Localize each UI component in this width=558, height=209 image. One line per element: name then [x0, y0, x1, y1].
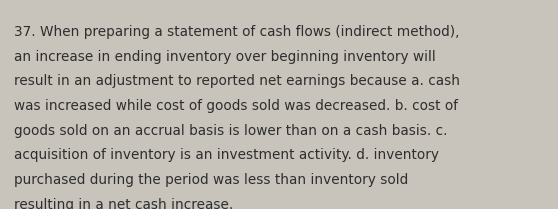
Text: goods sold on an accrual basis is lower than on a cash basis. c.: goods sold on an accrual basis is lower …	[14, 124, 448, 138]
Text: result in an adjustment to reported net earnings because a. cash: result in an adjustment to reported net …	[14, 74, 460, 88]
Text: acquisition of inventory is an investment activity. d. inventory: acquisition of inventory is an investmen…	[14, 148, 439, 162]
Text: was increased while cost of goods sold was decreased. b. cost of: was increased while cost of goods sold w…	[14, 99, 458, 113]
Text: purchased during the period was less than inventory sold: purchased during the period was less tha…	[14, 173, 408, 187]
Text: resulting in a net cash increase.: resulting in a net cash increase.	[14, 198, 233, 209]
Text: an increase in ending inventory over beginning inventory will: an increase in ending inventory over beg…	[14, 50, 436, 64]
Text: 37. When preparing a statement of cash flows (indirect method),: 37. When preparing a statement of cash f…	[14, 25, 459, 39]
